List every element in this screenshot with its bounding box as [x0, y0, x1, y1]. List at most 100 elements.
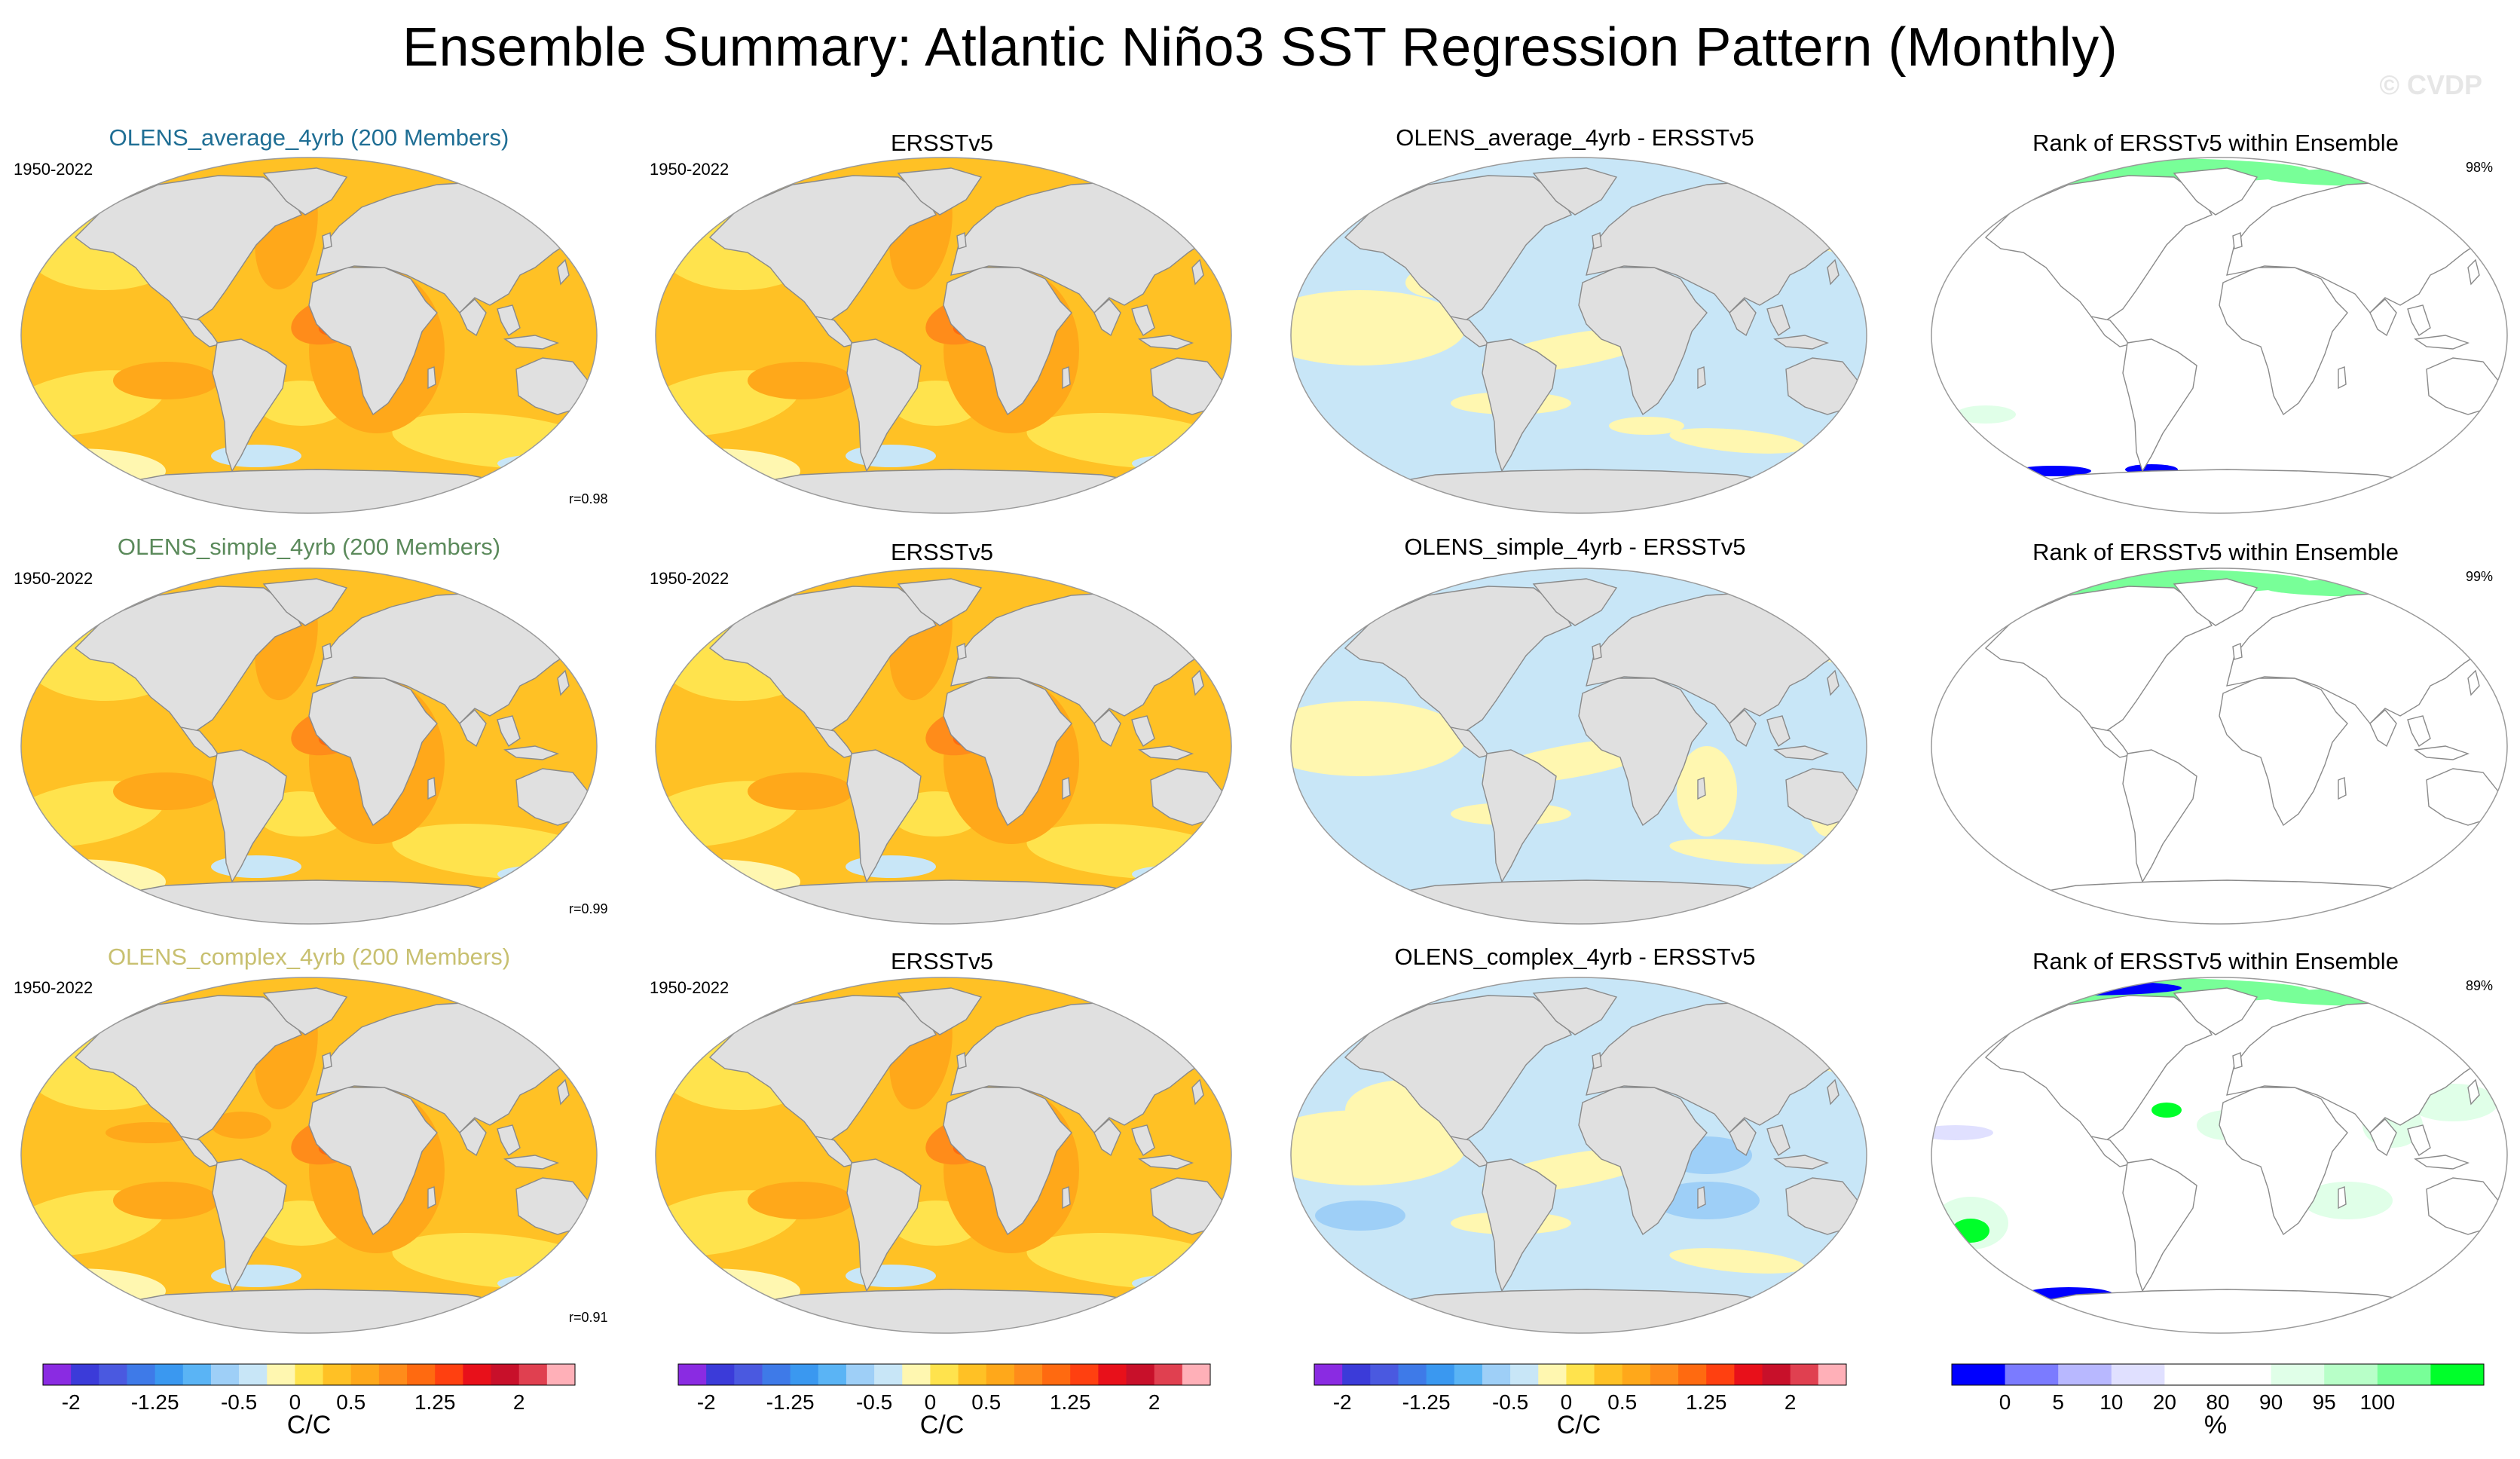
- model-years: 1950-2022: [14, 160, 93, 179]
- colorbar-tick-label: 80: [2206, 1390, 2229, 1414]
- colorbar-swatch: [1678, 1364, 1707, 1385]
- pattern-correlation: r=0.91: [569, 1310, 608, 1325]
- colorbar-model: -2 -1.25 -0.5 0 0.5 1.25 2: [42, 1363, 576, 1414]
- pattern-correlation: r=0.99: [569, 901, 608, 916]
- colorbar-tick-label: -0.5: [856, 1390, 892, 1414]
- colorbar-swatch: [1622, 1364, 1651, 1385]
- colorbar-swatch: [790, 1364, 819, 1385]
- diff-title: OLENS_complex_4yrb - ERSSTv5: [1394, 944, 1756, 970]
- colorbar-swatch: [902, 1364, 931, 1385]
- colorbar-swatch: [874, 1364, 903, 1385]
- colorbar-tick-label: 0.5: [971, 1390, 1001, 1414]
- colorbar-swatch: [350, 1364, 380, 1385]
- colorbar-swatch: [1154, 1364, 1183, 1385]
- colorbar-tick-label: -0.5: [1492, 1390, 1528, 1414]
- colorbar-tick-label: 2: [1784, 1390, 1797, 1414]
- colorbar-swatch: [1014, 1364, 1043, 1385]
- colorbar-swatch: [930, 1364, 959, 1385]
- colorbar-swatch: [1314, 1364, 1343, 1385]
- model-years: 1950-2022: [14, 569, 93, 588]
- colorbar-swatch: [734, 1364, 763, 1385]
- colorbar-swatch: [1650, 1364, 1679, 1385]
- model-map: [20, 977, 598, 1334]
- colorbar-swatch: [99, 1364, 127, 1385]
- colorbar-swatch: [463, 1364, 492, 1385]
- colorbar-swatch: [1370, 1364, 1399, 1385]
- colorbar-diff: -2 -1.25 -0.5 0 0.5 1.25 2: [1314, 1363, 1847, 1414]
- colorbar-swatch: [2377, 1364, 2431, 1385]
- colorbar-tick-label: 2: [513, 1390, 525, 1414]
- model-title: OLENS_complex_4yrb (200 Members): [107, 944, 511, 970]
- colorbar-swatch: [2058, 1364, 2112, 1385]
- model-title: OLENS_average_4yrb (200 Members): [109, 124, 509, 151]
- colorbar-swatch: [210, 1364, 240, 1385]
- obs-title: ERSSTv5: [890, 130, 994, 156]
- colorbar-swatch: [1538, 1364, 1567, 1385]
- colorbar-tick-label: 100: [2359, 1390, 2395, 1414]
- colorbar-rank: 0 5 10 20 80 90 95 100: [1951, 1363, 2485, 1414]
- colorbar-swatch: [127, 1364, 156, 1385]
- colorbar-swatch: [71, 1364, 99, 1385]
- colorbar-swatch: [491, 1364, 520, 1385]
- diff-title: OLENS_average_4yrb - ERSSTv5: [1396, 124, 1754, 151]
- colorbar-swatch: [239, 1364, 268, 1385]
- colorbar-swatch: [295, 1364, 324, 1385]
- colorbar-swatch: [1342, 1364, 1371, 1385]
- colorbar-unit: %: [2203, 1411, 2228, 1439]
- colorbar-swatch: [1426, 1364, 1455, 1385]
- colorbar-swatch: [1790, 1364, 1819, 1385]
- model-title: OLENS_simple_4yrb (200 Members): [117, 534, 501, 560]
- colorbar-swatch: [2324, 1364, 2378, 1385]
- colorbar-swatch: [1042, 1364, 1071, 1385]
- colorbar-tick-label: -0.5: [221, 1390, 257, 1414]
- colorbar-tick-label: -1.25: [131, 1390, 179, 1414]
- colorbar-swatch: [1070, 1364, 1099, 1385]
- colorbar-swatch: [546, 1364, 576, 1385]
- colorbar-swatch: [407, 1364, 436, 1385]
- obs-years: 1950-2022: [650, 978, 729, 997]
- colorbar-swatch: [818, 1364, 847, 1385]
- colorbar-swatch: [1818, 1364, 1847, 1385]
- rank-map: [1931, 157, 2508, 514]
- colorbar-tick-label: 95: [2313, 1390, 2336, 1414]
- colorbar-swatch: [1126, 1364, 1155, 1385]
- rank-title: Rank of ERSSTv5 within Ensemble: [2032, 539, 2399, 565]
- colorbar-tick-label: 0: [925, 1390, 937, 1414]
- colorbar-swatch: [1182, 1364, 1211, 1385]
- colorbar-tick-label: 1.25: [414, 1390, 456, 1414]
- colorbar-swatch: [1706, 1364, 1735, 1385]
- colorbar-swatch: [986, 1364, 1015, 1385]
- colorbar-swatch: [1566, 1364, 1595, 1385]
- colorbar-swatch: [1734, 1364, 1763, 1385]
- obs-title: ERSSTv5: [890, 948, 994, 974]
- colorbar-swatch: [1762, 1364, 1791, 1385]
- obs-map: [655, 567, 1232, 925]
- colorbar-tick-label: 20: [2153, 1390, 2176, 1414]
- colorbar-swatch: [958, 1364, 987, 1385]
- colorbar-tick-label: 0.5: [336, 1390, 365, 1414]
- pattern-correlation: r=0.98: [569, 491, 608, 506]
- colorbar-tick-label: 0: [1999, 1390, 2011, 1414]
- cvdp-watermark: © CVDP: [2379, 69, 2482, 100]
- colorbar-unit: C/C: [1556, 1411, 1601, 1439]
- colorbar-swatch: [1454, 1364, 1483, 1385]
- colorbar-swatch: [1594, 1364, 1623, 1385]
- colorbar-swatch: [378, 1364, 408, 1385]
- colorbar-swatch: [2111, 1364, 2165, 1385]
- colorbar-unit: C/C: [919, 1411, 965, 1439]
- colorbar-swatch: [43, 1364, 72, 1385]
- colorbar-swatch: [1952, 1364, 2006, 1385]
- colorbar-obs: -2 -1.25 -0.5 0 0.5 1.25 2: [677, 1363, 1211, 1414]
- rank-title: Rank of ERSSTv5 within Ensemble: [2032, 948, 2399, 974]
- obs-map: [655, 157, 1232, 514]
- rank-percent: 99%: [2466, 569, 2494, 584]
- colorbar-swatch: [1098, 1364, 1127, 1385]
- figure-title: Ensemble Summary: Atlantic Niño3 SST Reg…: [402, 17, 2118, 78]
- colorbar-tick-label: 0: [289, 1390, 301, 1414]
- rank-title: Rank of ERSSTv5 within Ensemble: [2032, 130, 2399, 156]
- colorbar-tick-label: 0: [1561, 1390, 1573, 1414]
- diff-map: [1290, 157, 1867, 514]
- obs-title: ERSSTv5: [890, 539, 994, 565]
- obs-years: 1950-2022: [650, 160, 729, 179]
- colorbar-tick-label: 1.25: [1686, 1390, 1727, 1414]
